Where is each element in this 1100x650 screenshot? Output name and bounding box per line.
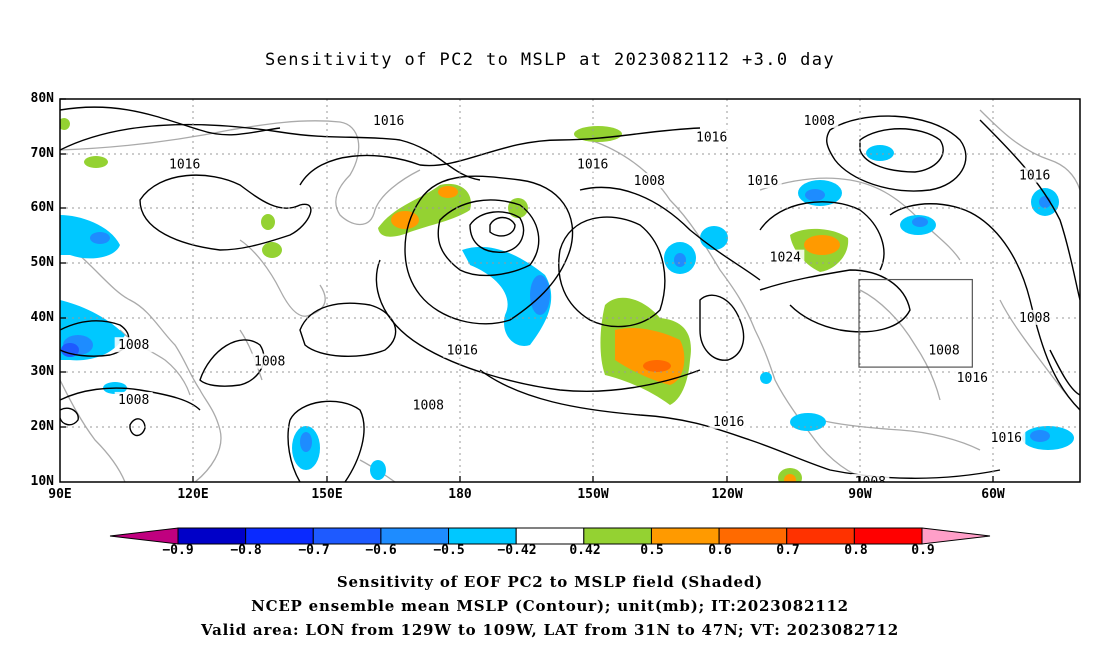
caption-line-3: Valid area: LON from 129W to 109W, LAT f… bbox=[201, 621, 899, 639]
contour-label: 1016 bbox=[957, 371, 988, 386]
contour-label: 1008 bbox=[413, 398, 444, 413]
colorbar-label-0.6: 0.6 bbox=[708, 543, 732, 558]
contour-label: 1016 bbox=[747, 174, 778, 189]
contour-label: 1016 bbox=[991, 431, 1022, 446]
colorbar-label-0.9: 0.9 bbox=[911, 543, 935, 558]
lon-label-180: 180 bbox=[448, 487, 472, 502]
contour-label-bg bbox=[766, 249, 805, 265]
contour-label-bg bbox=[1015, 167, 1054, 183]
contour-label: 1016 bbox=[577, 158, 608, 173]
contour-label-bg bbox=[953, 370, 992, 386]
contour-label: 1008 bbox=[254, 355, 285, 370]
lon-label-90w: 90W bbox=[848, 487, 872, 502]
contour-label: 1008 bbox=[928, 344, 959, 359]
gridlines bbox=[60, 99, 1080, 482]
caption-line-1: Sensitivity of EOF PC2 to MSLP field (Sh… bbox=[336, 573, 764, 591]
lat-label-60n: 60N bbox=[30, 200, 54, 215]
contour-label-bg bbox=[851, 474, 890, 482]
contour-label: 1016 bbox=[447, 344, 478, 359]
contour-label-bg bbox=[630, 173, 669, 189]
lon-label-120w: 120W bbox=[711, 487, 743, 502]
lon-label-90e: 90E bbox=[48, 487, 72, 502]
contour-label: 1016 bbox=[169, 158, 200, 173]
contour-label: 1008 bbox=[634, 174, 665, 189]
contour-label-bg bbox=[369, 112, 408, 128]
contour-label-bg bbox=[709, 413, 748, 429]
lon-label-120e: 120E bbox=[177, 487, 209, 502]
lat-label-70n: 70N bbox=[30, 146, 54, 161]
colorbar-label-n0.7: −0.7 bbox=[298, 543, 330, 558]
contour-label-bg bbox=[409, 397, 448, 413]
contour-label-bg bbox=[925, 342, 963, 358]
chart-title: Sensitivity of PC2 to MSLP at 2023082112… bbox=[264, 50, 836, 70]
lon-label-150e: 150E bbox=[311, 487, 343, 502]
contour-label-bg bbox=[1015, 309, 1054, 325]
colorbar-label-n0.5: −0.5 bbox=[433, 543, 465, 558]
lon-label-150w: 150W bbox=[577, 487, 609, 502]
contour-label-bg bbox=[1078, 364, 1080, 380]
colorbar-label-n0.6: −0.6 bbox=[365, 543, 397, 558]
axis-ticks bbox=[60, 98, 994, 482]
contour-label-bg bbox=[800, 112, 839, 128]
contour-label: 1008 bbox=[855, 475, 886, 490]
contour-label: 1016 bbox=[696, 130, 727, 145]
colorbar-label-0.8: 0.8 bbox=[844, 543, 868, 558]
contour-label: 1016 bbox=[1019, 169, 1050, 184]
colorbar-label-0.5: 0.5 bbox=[640, 543, 664, 558]
map-frame bbox=[59, 98, 1081, 483]
contour-label: 1008 bbox=[118, 338, 149, 353]
contour-label: 1008 bbox=[1019, 311, 1050, 326]
lat-label-40n: 40N bbox=[30, 310, 54, 325]
contour-label-bg bbox=[573, 156, 612, 172]
contour-label-bg bbox=[743, 173, 782, 189]
colorbar-label-n0.9: −0.9 bbox=[162, 543, 194, 558]
contour-label-bg bbox=[987, 430, 1026, 446]
lat-label-20n: 20N bbox=[30, 419, 54, 434]
valid-area-box bbox=[858, 278, 973, 368]
contour-label: 1008 bbox=[118, 393, 149, 408]
contour-label-bg bbox=[692, 129, 731, 145]
lat-label-50n: 50N bbox=[30, 255, 54, 270]
lat-label-80n: 80N bbox=[30, 91, 54, 106]
contour-label-bg bbox=[165, 156, 204, 172]
colorbar-label-0.42: 0.42 bbox=[569, 543, 601, 558]
contour-label-bg bbox=[250, 353, 289, 369]
lat-label-10n: 10N bbox=[30, 474, 54, 489]
caption-line-2: NCEP ensemble mean MSLP (Contour); unit(… bbox=[251, 597, 849, 615]
lon-label-60w: 60W bbox=[981, 487, 1005, 502]
contour-label: 1016 bbox=[713, 415, 744, 430]
sensitivity-shading bbox=[60, 118, 1074, 482]
colorbar-label-n0.8: −0.8 bbox=[230, 543, 262, 558]
pressure-contours bbox=[60, 106, 1080, 482]
contour-label: 1008 bbox=[804, 114, 835, 129]
contour-labels: 1016100810161016101610081016101610001008… bbox=[114, 112, 1100, 490]
contour-label: 1016 bbox=[373, 114, 404, 129]
contour-label: 1024 bbox=[770, 251, 801, 266]
colorbar-label-n0.42: −0.42 bbox=[497, 543, 537, 558]
contour-label-bg bbox=[443, 342, 482, 358]
colorbar-label-0.7: 0.7 bbox=[776, 543, 800, 558]
contour-label-bg bbox=[114, 337, 153, 353]
contour-label: 1016 bbox=[1081, 366, 1100, 381]
contour-label-bg bbox=[114, 391, 153, 407]
lat-label-30n: 30N bbox=[30, 364, 54, 379]
coastlines bbox=[60, 109, 1080, 482]
